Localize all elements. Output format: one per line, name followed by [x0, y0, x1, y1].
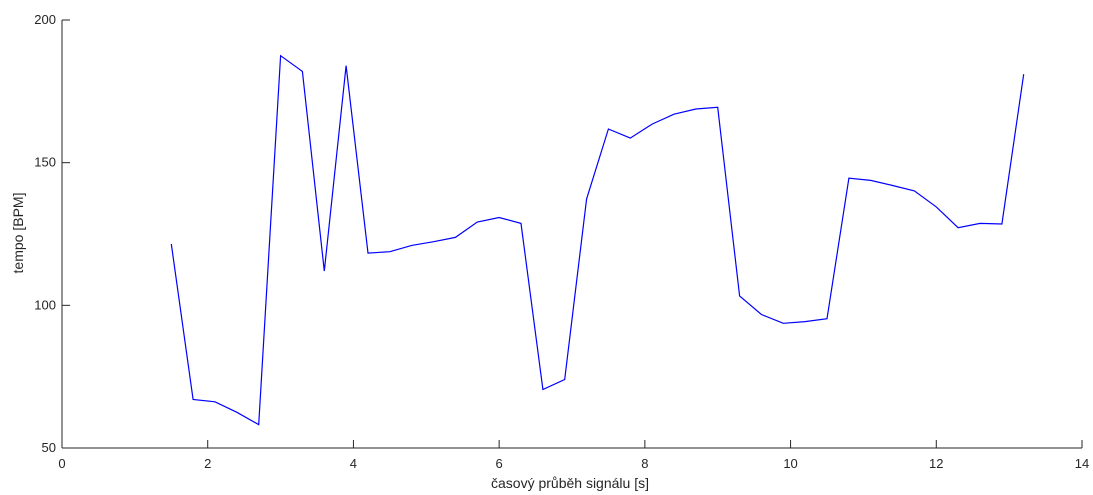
- data-point: [717, 107, 719, 109]
- data-point: [629, 137, 631, 139]
- data-point: [498, 217, 500, 219]
- data-point: [564, 379, 566, 381]
- data-point: [236, 412, 238, 414]
- data-point: [258, 424, 260, 426]
- x-axis-ticks: 0 2 4 6 8 10 12 14: [58, 440, 1089, 471]
- data-point: [455, 237, 457, 239]
- data-point: [935, 206, 937, 208]
- series-group: [170, 54, 1025, 426]
- data-point: [214, 401, 216, 403]
- data-point: [192, 399, 194, 401]
- x-tick-label: 2: [204, 456, 211, 471]
- data-point: [411, 245, 413, 247]
- y-tick-label: 100: [34, 297, 56, 312]
- data-point: [170, 243, 172, 245]
- x-tick-label: 4: [350, 456, 357, 471]
- data-point: [302, 71, 304, 73]
- data-point: [957, 227, 959, 229]
- data-point: [389, 251, 391, 253]
- data-point: [739, 295, 741, 297]
- x-axis-label: časový průběh signálu [s]: [491, 475, 649, 491]
- series-line-1: [170, 54, 1025, 426]
- x-tick-label: 12: [929, 456, 943, 471]
- data-point: [870, 180, 872, 182]
- data-point: [367, 252, 369, 254]
- data-point: [1023, 73, 1025, 75]
- data-point: [826, 318, 828, 320]
- data-point: [476, 221, 478, 223]
- data-point: [695, 108, 697, 110]
- x-tick-label: 8: [641, 456, 648, 471]
- data-point: [542, 389, 544, 391]
- data-point: [280, 55, 282, 57]
- x-tick-label: 0: [58, 456, 65, 471]
- y-tick-label: 50: [42, 440, 56, 455]
- data-point: [608, 128, 610, 130]
- data-point: [804, 321, 806, 323]
- y-tick-label: 200: [34, 12, 56, 27]
- data-point: [673, 113, 675, 115]
- x-tick-label: 6: [496, 456, 503, 471]
- x-tick-label: 10: [783, 456, 797, 471]
- data-point: [433, 241, 435, 243]
- data-point: [914, 190, 916, 192]
- data-point: [848, 177, 850, 179]
- data-point: [586, 198, 588, 200]
- data-point: [892, 185, 894, 187]
- data-point: [520, 223, 522, 225]
- data-point: [651, 123, 653, 125]
- y-tick-label: 150: [34, 155, 56, 170]
- x-tick-label: 14: [1075, 456, 1089, 471]
- y-axis-ticks: 50 100 150 200: [34, 12, 70, 455]
- y-axis-label: tempo [BPM]: [10, 193, 26, 274]
- data-point: [979, 223, 981, 225]
- data-point: [1001, 223, 1003, 225]
- data-point: [761, 314, 763, 316]
- data-point: [782, 323, 784, 325]
- data-point: [323, 270, 325, 272]
- data-point: [345, 65, 347, 67]
- axes: [61, 20, 1082, 449]
